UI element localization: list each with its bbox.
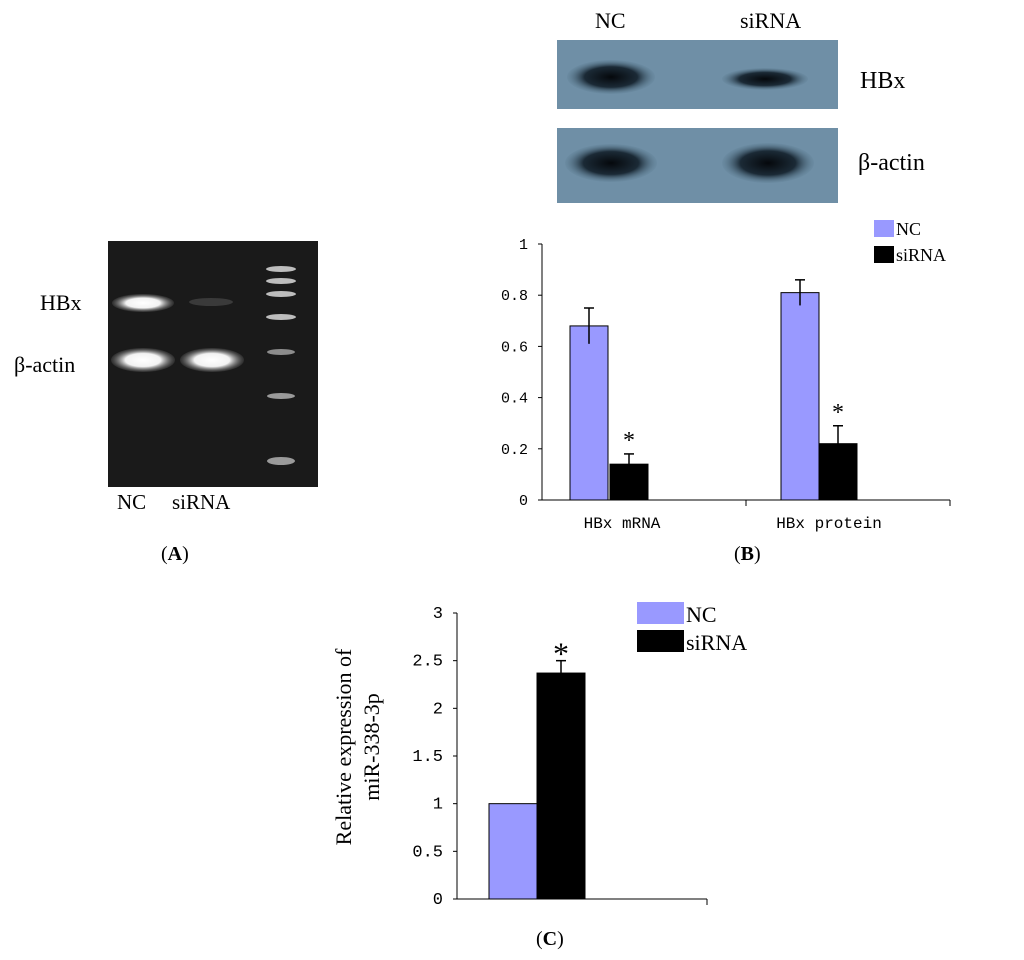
c-y-tick-label: 2.5 [412, 653, 443, 672]
blot-lane-label-sirna: siRNA [740, 8, 802, 33]
c-y-tick-label: 3 [433, 605, 443, 624]
gel-lane-label-nc: NC [117, 490, 147, 514]
blot-label-hbx: HBx [860, 68, 906, 94]
blot-band-hbx-sirna [722, 68, 808, 90]
c-legend-label-nc: NC [686, 602, 717, 627]
c-y-tick-label: 1 [433, 796, 443, 815]
panel-label-c: (C) [536, 928, 564, 950]
gel-band-actin-sirna [180, 348, 244, 372]
panel-label-a-text: A [167, 543, 183, 565]
c-y-axis-label: miR-338-3p [359, 693, 384, 801]
gel-label-hbx: HBx [40, 290, 82, 315]
c-y-tick-label: 1.5 [412, 748, 443, 767]
c-bar-sirna [536, 672, 586, 900]
gel-ladder [266, 266, 296, 465]
gel-band-actin-nc [111, 348, 175, 372]
panel-label-c-text: C [542, 928, 558, 950]
panel-label-b: (B) [734, 543, 761, 565]
gel-label-actin: β-actin [14, 352, 76, 377]
panel-label-a: (A) [161, 543, 189, 565]
c-legend-label-sirna: siRNA [686, 630, 747, 655]
c-y-tick-label: 0 [433, 891, 443, 910]
gel-band-hbx-sirna [189, 298, 233, 306]
blot-band-hbx-nc [567, 60, 655, 94]
c-significance-star: * [553, 636, 569, 672]
panel-label-b-text: B [740, 543, 755, 565]
gel-lane-label-sirna: siRNA [172, 490, 231, 514]
blot-band-actin-sirna [722, 143, 814, 183]
blot-label-actin: β-actin [858, 150, 925, 176]
c-legend-swatch-nc [637, 602, 684, 624]
blot-band-actin-nc [565, 144, 657, 182]
blot-lane-label-nc: NC [595, 8, 626, 33]
gel-band-hbx-nc [112, 294, 174, 312]
c-legend-swatch-sirna [637, 630, 684, 652]
c-y-tick-label: 2 [433, 700, 443, 719]
c-bar-nc [488, 803, 538, 900]
c-y-axis-label: Relative expression of [331, 648, 356, 845]
gel-image-panel-a [108, 40, 838, 487]
c-y-tick-label: 0.5 [412, 843, 443, 862]
